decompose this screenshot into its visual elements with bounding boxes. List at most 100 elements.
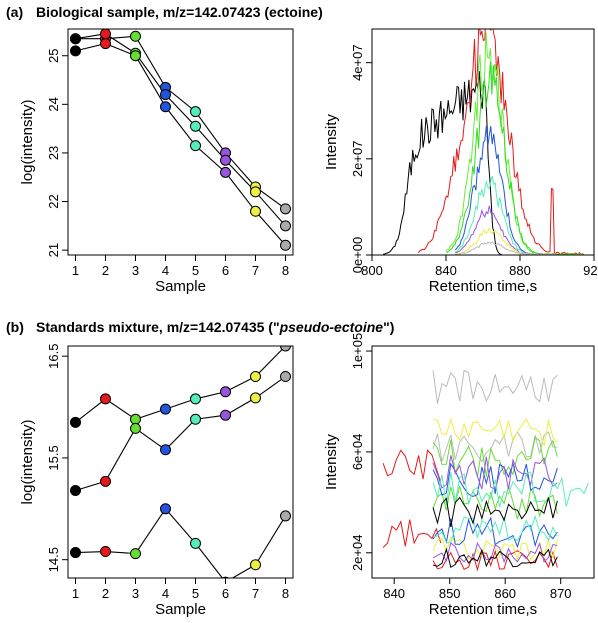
b-right-series-13 xyxy=(432,471,589,508)
b-left-point-0-7 xyxy=(250,371,261,383)
a-left-ytick-label-4: 25 xyxy=(46,48,61,62)
a-left-xtick-label-2: 3 xyxy=(132,263,139,278)
b-left-chart: 1 2 3 4 5 6 7 8 14.5 15.5 16.5 Sample log(intensity) xyxy=(19,344,294,618)
b-left-point-0-4 xyxy=(160,403,171,415)
b-right-series-16 xyxy=(432,547,558,569)
b-right-xtick-label-2: 860 xyxy=(494,586,516,601)
a-right-series-5 xyxy=(455,175,557,255)
b-left-point-0-2 xyxy=(100,393,111,405)
a-left-xtick-label-7: 8 xyxy=(282,263,289,278)
a-right-xtick-label-0: 800 xyxy=(361,263,383,278)
b-right-xtick-label-0: 840 xyxy=(383,586,405,601)
panel-b-label: (b) xyxy=(6,319,24,335)
a-left-point-2-3 xyxy=(130,50,141,62)
charts-group: 1 2 3 4 5 6 7 82122232425Samplelog(intensity)80… xyxy=(19,28,598,618)
a-right-chart: 800 840 880 920 0e+00 2e+07 4e+07 Retention tim… xyxy=(323,28,598,295)
a-left-frame xyxy=(67,28,294,256)
b-left-point-0-1 xyxy=(70,416,81,428)
b-left-ytick-label-2: 16.5 xyxy=(46,344,61,369)
b-right-series-11 xyxy=(432,455,558,491)
b-right-series-0 xyxy=(382,449,442,483)
a-right-frame xyxy=(371,28,595,256)
a-right-series-1 xyxy=(417,29,585,255)
a-left-point-2-2 xyxy=(100,38,111,50)
a-left-point-0-3 xyxy=(130,30,141,42)
b-left-ylabel: log(intensity) xyxy=(19,419,36,504)
a-left-point-2-8 xyxy=(280,239,291,251)
a-left-ytick-label-2: 23 xyxy=(46,146,61,160)
a-right-ytick-label-1: 2e+07 xyxy=(350,141,365,178)
a-left-point-1-7 xyxy=(250,186,261,198)
panel-b-title-pre: Standards mixture, m/z=142.07435 (" xyxy=(36,319,280,335)
b-right-ylabel: Intensity xyxy=(323,434,340,490)
a-right-ylabel: Intensity xyxy=(323,114,340,170)
b-left-xtick-label-3: 4 xyxy=(162,586,169,601)
a-left-xtick-label-6: 7 xyxy=(252,263,259,278)
a-left-point-0-5 xyxy=(190,106,201,118)
a-left-ytick-label-1: 22 xyxy=(46,194,61,208)
b-left-point-2-3 xyxy=(130,548,141,560)
a-right-xtick-label-2: 880 xyxy=(509,263,531,278)
b-right-frame xyxy=(371,345,595,579)
a-left-point-1-4 xyxy=(160,89,171,101)
b-left-frame xyxy=(67,345,294,579)
b-left-ytick-label-0: 14.5 xyxy=(46,547,61,572)
b-left-point-0-8 xyxy=(280,346,291,352)
b-right-ytick-label-0: 2e+04 xyxy=(350,535,365,572)
a-left-point-2-7 xyxy=(250,205,261,217)
b-right-chart: 840 850 860 870 2e+04 6e+04 1e+05 Retention tim… xyxy=(323,333,595,618)
b-left-series-line-1 xyxy=(75,376,286,492)
a-left-ylabel: log(intensity) xyxy=(19,99,36,184)
b-right-series-7 xyxy=(432,436,558,478)
b-left-point-2-8 xyxy=(280,510,291,522)
a-left-point-1-2 xyxy=(100,29,111,40)
b-left-point-1-3 xyxy=(130,422,141,434)
a-left-point-2-4 xyxy=(160,101,171,113)
b-left-point-0-3 xyxy=(130,413,141,425)
b-left-point-1-7 xyxy=(250,392,261,404)
a-left-point-1-8 xyxy=(280,220,291,232)
b-left-series-line-2 xyxy=(75,507,286,578)
b-right-series-8 xyxy=(432,484,558,520)
b-left-xtick-label-2: 3 xyxy=(132,586,139,601)
b-left-plot-area xyxy=(70,346,291,578)
b-left-series-line-0 xyxy=(75,346,286,423)
b-right-xtick-label-1: 850 xyxy=(439,586,461,601)
b-left-xtick-label-6: 7 xyxy=(252,586,259,601)
a-left-xtick-label-3: 4 xyxy=(162,263,169,278)
panel-a-label: (a) xyxy=(6,4,23,20)
b-left-xtick-label-0: 1 xyxy=(72,586,79,601)
b-right-series-14 xyxy=(432,514,558,543)
panel-b-title-italic: pseudo-ectoine xyxy=(279,319,384,335)
b-right-series-1 xyxy=(382,519,442,548)
b-right-plot-area xyxy=(382,369,589,572)
b-left-xtick-label-4: 5 xyxy=(192,586,199,601)
a-left-xlabel: Sample xyxy=(155,278,206,295)
b-left-point-2-4 xyxy=(160,503,171,515)
a-left-point-2-5 xyxy=(190,140,201,152)
b-left-point-1-8 xyxy=(280,371,291,383)
b-left-point-2-7 xyxy=(250,559,261,571)
b-left-point-1-5 xyxy=(190,413,201,425)
b-left-point-2-2 xyxy=(100,546,111,558)
a-left-point-2-6 xyxy=(220,166,231,178)
b-right-ytick-label-1: 6e+04 xyxy=(350,434,365,471)
b-right-xlabel: Retention time,s xyxy=(429,601,537,618)
a-left-xtick-label-5: 6 xyxy=(222,263,229,278)
b-left-xtick-label-5: 6 xyxy=(222,586,229,601)
b-right-ytick-label-2: 1e+05 xyxy=(350,333,365,370)
b-left-point-0-6 xyxy=(220,386,231,398)
b-left-xtick-label-1: 2 xyxy=(102,586,109,601)
panel-b-title-post: ") xyxy=(383,319,394,335)
a-left-xtick-label-0: 1 xyxy=(72,263,79,278)
panel-b-title: Standards mixture, m/z=142.07435 ("pseud… xyxy=(36,319,394,335)
a-right-series-0 xyxy=(383,71,502,255)
a-left-point-2-1 xyxy=(70,45,81,57)
b-left-point-1-4 xyxy=(160,444,171,456)
a-right-xtick-label-3: 920 xyxy=(583,263,598,278)
b-left-point-1-2 xyxy=(100,475,111,487)
a-left-ytick-label-3: 24 xyxy=(46,97,61,111)
